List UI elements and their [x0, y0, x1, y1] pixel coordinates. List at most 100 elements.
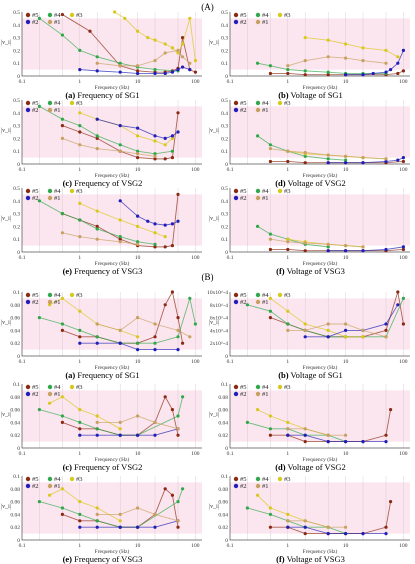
legend-marker — [25, 12, 31, 18]
legend-marker — [69, 188, 75, 194]
x-tick-label: 10 — [343, 79, 349, 85]
y-tick-label: 0.06 — [10, 316, 20, 322]
x-tick-label: 100 — [399, 451, 408, 457]
series-line — [247, 421, 346, 443]
y-tick-label: 0.2 — [221, 136, 228, 142]
series-line — [97, 118, 179, 139]
legend-label: #3 — [284, 476, 291, 483]
series-line — [79, 342, 179, 351]
caption-text: Frequency of VSG3 — [72, 266, 143, 276]
data-point — [384, 157, 388, 161]
legend-marker — [277, 292, 283, 298]
y-tick-label: 0.3 — [13, 36, 20, 42]
legend-marker — [233, 476, 239, 482]
legend-label: #4 — [54, 12, 61, 19]
legend: #5 #4 #3 #2 #1 — [25, 12, 83, 26]
y-tick-label: 0.1 — [221, 237, 228, 243]
figure-caption: (f) Voltage of VSG3 — [208, 554, 413, 564]
legend-marker — [25, 384, 31, 390]
y-tick-label: 0.08 — [10, 303, 20, 309]
legend-label: #1 — [54, 391, 61, 398]
y-tick-label: 0.5 — [13, 186, 20, 192]
x-tick-label: 10 — [135, 167, 141, 173]
y-tick-label: 0 — [17, 74, 20, 80]
x-axis-label: Frequency (Hz) — [95, 456, 130, 463]
caption-letter: (a) — [65, 370, 76, 380]
figure-caption: (b) Voltage of SG1 — [208, 370, 413, 380]
legend-marker — [277, 188, 283, 194]
axis-frame — [21, 384, 202, 449]
figure-caption: (a) Frequency of SG1 — [0, 370, 205, 380]
legend-marker — [47, 391, 53, 397]
y-tick-label: 0.5 — [221, 98, 228, 104]
legend-label: #2 — [32, 107, 39, 114]
figure-caption: (d) Voltage of VSG2 — [208, 462, 413, 472]
y-tick-label: 0.3 — [221, 124, 228, 130]
axis-frame — [229, 476, 410, 541]
data-point — [176, 519, 180, 523]
plot-band — [22, 390, 202, 442]
legend-label: #1 — [54, 483, 61, 490]
y-tick-label: 0.1 — [13, 149, 20, 155]
legend: #5 #4 #3 #2 #1 — [25, 188, 83, 202]
legend-label: #2 — [32, 195, 39, 202]
y-axis-label: |v_i| — [1, 128, 11, 134]
legend-label: #1 — [54, 299, 61, 306]
series-line — [79, 428, 179, 436]
legend-marker — [233, 391, 239, 397]
legend-label: #5 — [240, 476, 247, 483]
y-tick-label: 0 — [225, 74, 228, 80]
data-point — [180, 487, 185, 491]
legend-label: #4 — [54, 188, 61, 195]
caption-text: Frequency of SG1 — [75, 370, 140, 380]
x-tick-label: 0.1 — [227, 451, 234, 457]
legend-marker — [47, 483, 53, 489]
y-tick-label: 0.1 — [13, 237, 20, 243]
y-tick-label: 0.4 — [221, 23, 228, 29]
y-tick-label: 0.5 — [221, 10, 228, 16]
legend-label: #4 — [262, 292, 269, 299]
data-point — [344, 158, 348, 162]
y-tick-label: 0.04 — [218, 420, 228, 426]
legend-label: #2 — [240, 299, 247, 306]
series-line — [39, 18, 179, 72]
y-tick-label: 0.2 — [13, 48, 20, 54]
figure-caption: (e) Frequency of VSG3 — [0, 266, 205, 276]
caption-letter: (f) — [276, 266, 285, 276]
y-axis-label: |v_i| — [1, 412, 11, 418]
series-line — [270, 238, 364, 248]
legend-label: #4 — [262, 384, 269, 391]
y-tick-label: 0 — [17, 538, 20, 544]
data-point — [176, 192, 180, 196]
caption-letter: (c) — [62, 462, 72, 472]
legend: #5 #4 #3 #2 #1 — [25, 384, 83, 398]
legend-label: #2 — [240, 107, 247, 114]
y-tick-label: 0 — [225, 250, 228, 256]
series-line — [79, 66, 190, 74]
y-tick-label: 0.08 — [10, 487, 20, 493]
chart-panel-a-f: 0 0.1 0.2 0.3 0.4 0.5 0.1 1 10 100 Frequency (Hz) |… — [208, 186, 415, 267]
legend: #5 #4 #3 #2 #1 — [233, 100, 291, 114]
legend-label: #5 — [32, 384, 39, 391]
y-tick-label: 0.1 — [13, 474, 20, 480]
legend-label: #1 — [262, 107, 269, 114]
series-line — [97, 415, 179, 430]
plot-band — [22, 18, 202, 70]
legend-label: #1 — [54, 107, 61, 114]
plot-band — [230, 194, 410, 246]
caption-text: Voltage of VSG3 — [284, 266, 345, 276]
x-axis-label: Frequency (Hz) — [303, 260, 338, 267]
series-line — [39, 396, 184, 436]
series-line — [305, 37, 399, 58]
legend-marker — [69, 100, 75, 106]
series-line — [305, 304, 399, 338]
x-tick-label: 100 — [399, 167, 408, 173]
legend-marker — [25, 19, 31, 25]
y-tick-label: 0.08 — [10, 395, 20, 401]
y-axis-label: |v_i| — [209, 504, 219, 510]
x-tick-label: 10 — [135, 451, 141, 457]
figure-caption: (c) Frequency of VSG2 — [0, 462, 205, 472]
legend-label: #4 — [262, 100, 269, 107]
plot-band — [230, 18, 410, 70]
